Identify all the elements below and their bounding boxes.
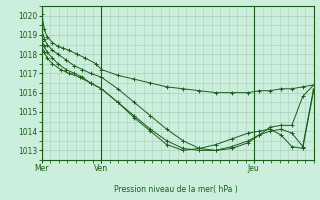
Text: Pression niveau de la mer( hPa ): Pression niveau de la mer( hPa ) [114,185,238,194]
